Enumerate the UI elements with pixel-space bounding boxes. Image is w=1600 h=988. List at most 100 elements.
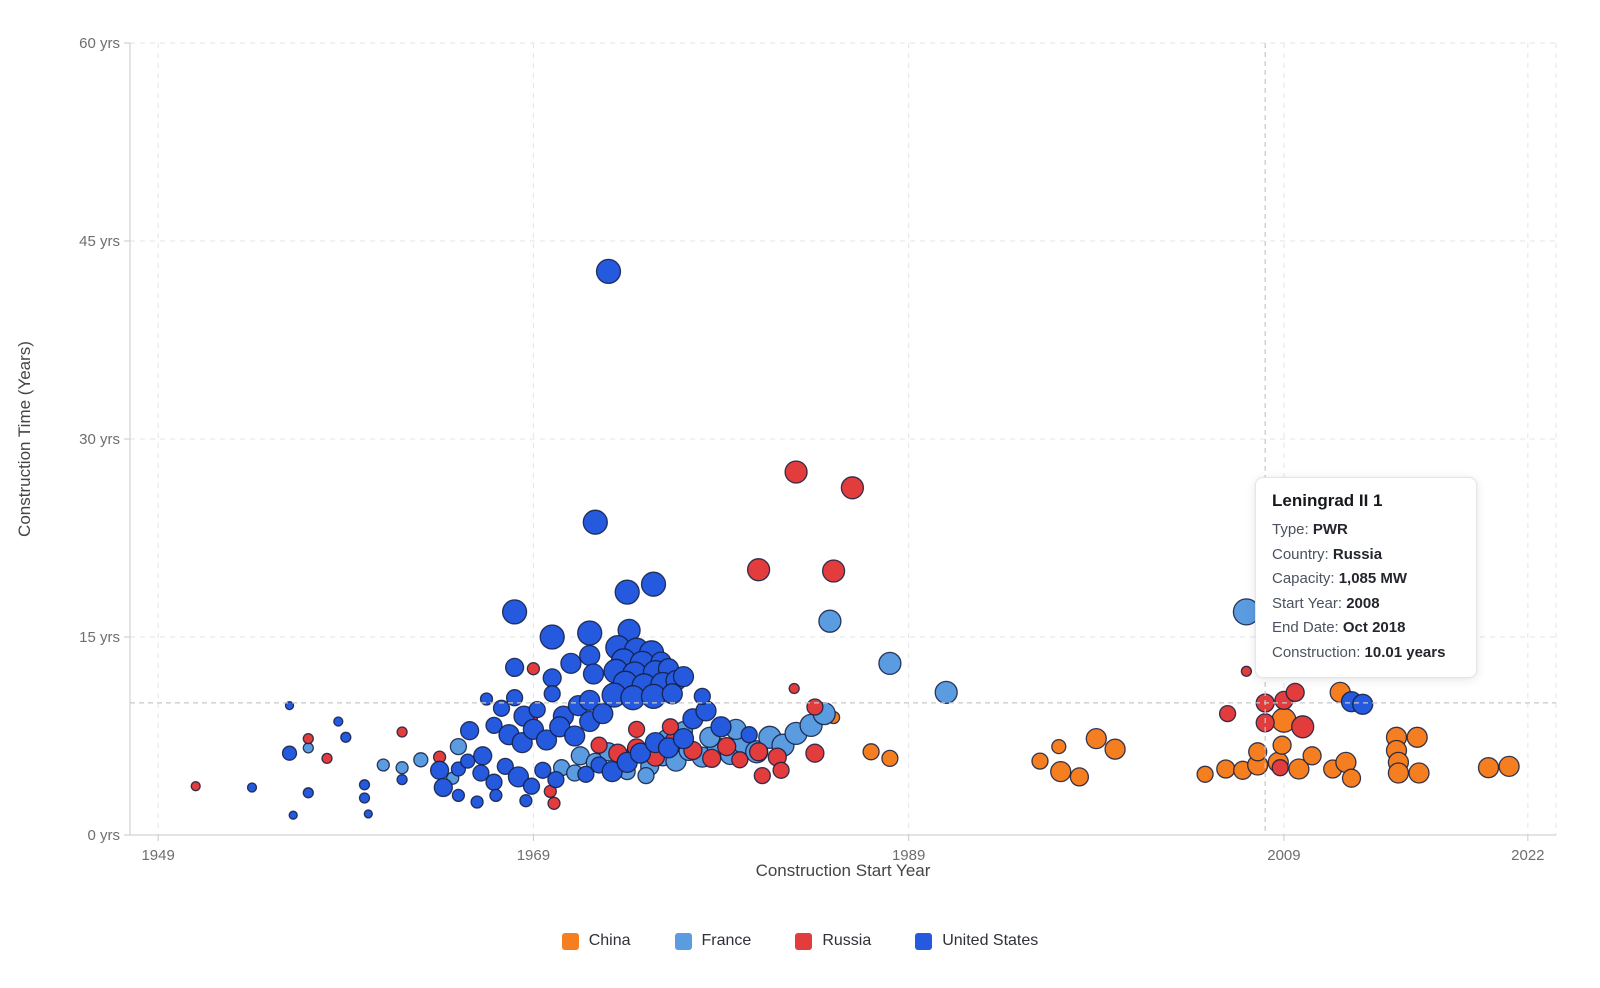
data-point-united-states[interactable] xyxy=(629,742,652,764)
data-point-russia[interactable] xyxy=(805,743,825,763)
data-point-united-states[interactable] xyxy=(577,765,595,783)
data-point-china[interactable] xyxy=(1288,758,1310,780)
data-point-china[interactable] xyxy=(1272,735,1292,755)
data-point-united-states[interactable] xyxy=(519,794,533,808)
data-point-united-states[interactable] xyxy=(560,652,582,675)
data-point-united-states[interactable] xyxy=(396,773,408,786)
data-point-united-states[interactable] xyxy=(740,726,758,744)
legend-item-russia[interactable]: Russia xyxy=(795,932,871,950)
data-point-russia[interactable] xyxy=(746,558,771,582)
data-point-russia[interactable] xyxy=(788,682,800,695)
data-point-united-states[interactable] xyxy=(340,731,352,743)
data-point-united-states[interactable] xyxy=(547,770,565,789)
data-point-united-states[interactable] xyxy=(246,782,258,793)
data-point-united-states[interactable] xyxy=(363,809,373,819)
data-point-united-states[interactable] xyxy=(470,795,484,809)
data-point-china[interactable] xyxy=(881,749,899,768)
data-point-china[interactable] xyxy=(1341,768,1362,788)
data-point-united-states[interactable] xyxy=(302,787,314,799)
data-point-france[interactable] xyxy=(376,758,390,772)
data-point-china[interactable] xyxy=(1216,759,1236,779)
data-point-united-states[interactable] xyxy=(522,777,541,795)
data-point-russia[interactable] xyxy=(526,662,541,676)
data-point-united-states[interactable] xyxy=(539,624,565,650)
data-point-france[interactable] xyxy=(395,761,409,775)
data-point-france[interactable] xyxy=(449,737,468,756)
data-point-united-states[interactable] xyxy=(485,773,503,791)
data-point-china[interactable] xyxy=(1498,755,1520,778)
data-point-united-states[interactable] xyxy=(358,792,371,804)
data-point-united-states[interactable] xyxy=(473,746,493,766)
data-point-united-states[interactable] xyxy=(459,721,480,741)
data-point-united-states[interactable] xyxy=(579,644,601,667)
data-point-united-states[interactable] xyxy=(485,716,503,735)
data-point-united-states[interactable] xyxy=(582,663,605,685)
data-point-russia[interactable] xyxy=(772,761,790,779)
data-point-united-states[interactable] xyxy=(489,788,503,803)
data-point-russia[interactable] xyxy=(1218,704,1237,723)
data-point-united-states[interactable] xyxy=(579,689,601,712)
data-point-russia[interactable] xyxy=(590,736,608,754)
data-point-united-states[interactable] xyxy=(496,757,514,776)
data-point-united-states[interactable] xyxy=(672,727,695,750)
data-point-russia[interactable] xyxy=(806,698,824,716)
data-point-united-states[interactable] xyxy=(284,700,295,711)
data-point-united-states[interactable] xyxy=(672,665,695,688)
data-point-united-states[interactable] xyxy=(710,716,732,738)
data-point-china[interactable] xyxy=(1031,752,1049,770)
data-point-russia[interactable] xyxy=(731,751,749,769)
data-point-russia[interactable] xyxy=(702,748,722,769)
data-point-united-states[interactable] xyxy=(528,700,546,719)
data-point-united-states[interactable] xyxy=(288,810,298,820)
data-point-china[interactable] xyxy=(1104,738,1126,760)
data-point-united-states[interactable] xyxy=(333,716,344,727)
data-point-united-states[interactable] xyxy=(693,687,711,706)
data-point-united-states[interactable] xyxy=(505,689,524,707)
data-point-united-states[interactable] xyxy=(472,764,490,782)
data-point-france[interactable] xyxy=(637,766,655,785)
data-point-france[interactable] xyxy=(878,651,902,676)
data-point-united-states[interactable] xyxy=(577,620,603,646)
data-point-russia[interactable] xyxy=(1271,759,1289,777)
data-point-united-states[interactable] xyxy=(1352,693,1374,715)
data-point-united-states[interactable] xyxy=(281,745,298,761)
data-point-united-states[interactable] xyxy=(507,766,530,788)
data-point-france[interactable] xyxy=(818,609,842,633)
data-point-united-states[interactable] xyxy=(564,725,586,747)
data-point-china[interactable] xyxy=(1477,757,1500,779)
data-point-china[interactable] xyxy=(1248,742,1268,762)
data-point-russia[interactable] xyxy=(1240,665,1253,677)
legend-item-china[interactable]: China xyxy=(561,932,631,950)
data-point-united-states[interactable] xyxy=(640,571,667,597)
data-point-united-states[interactable] xyxy=(640,683,667,710)
data-point-russia[interactable] xyxy=(190,781,201,792)
data-point-russia[interactable] xyxy=(627,720,646,739)
data-point-united-states[interactable] xyxy=(592,702,614,725)
data-point-united-states[interactable] xyxy=(542,668,562,688)
data-point-france[interactable] xyxy=(302,742,314,754)
data-point-china[interactable] xyxy=(1387,762,1410,784)
data-point-china[interactable] xyxy=(1069,767,1090,787)
data-point-china[interactable] xyxy=(1085,727,1107,750)
data-point-united-states[interactable] xyxy=(504,657,525,678)
data-point-france[interactable] xyxy=(934,680,958,705)
legend-item-france[interactable]: France xyxy=(674,932,751,950)
data-point-united-states[interactable] xyxy=(433,777,453,798)
data-point-russia[interactable] xyxy=(717,736,737,757)
data-point-united-states[interactable] xyxy=(429,760,450,780)
legend-item-united-states[interactable]: United States xyxy=(915,932,1038,950)
data-point-united-states[interactable] xyxy=(534,761,552,779)
data-point-china[interactable] xyxy=(1408,762,1430,784)
data-point-russia[interactable] xyxy=(396,726,408,738)
data-point-russia[interactable] xyxy=(1291,715,1315,739)
data-point-united-states[interactable] xyxy=(543,685,561,703)
data-point-russia[interactable] xyxy=(547,796,561,810)
data-point-united-states[interactable] xyxy=(614,579,640,605)
data-point-china[interactable] xyxy=(1051,738,1067,755)
data-point-united-states[interactable] xyxy=(661,683,683,705)
data-point-united-states[interactable] xyxy=(535,729,558,751)
data-point-united-states[interactable] xyxy=(451,788,466,803)
data-point-china[interactable] xyxy=(1196,765,1214,783)
data-point-china[interactable] xyxy=(1302,746,1322,766)
data-point-united-states[interactable] xyxy=(582,509,608,535)
